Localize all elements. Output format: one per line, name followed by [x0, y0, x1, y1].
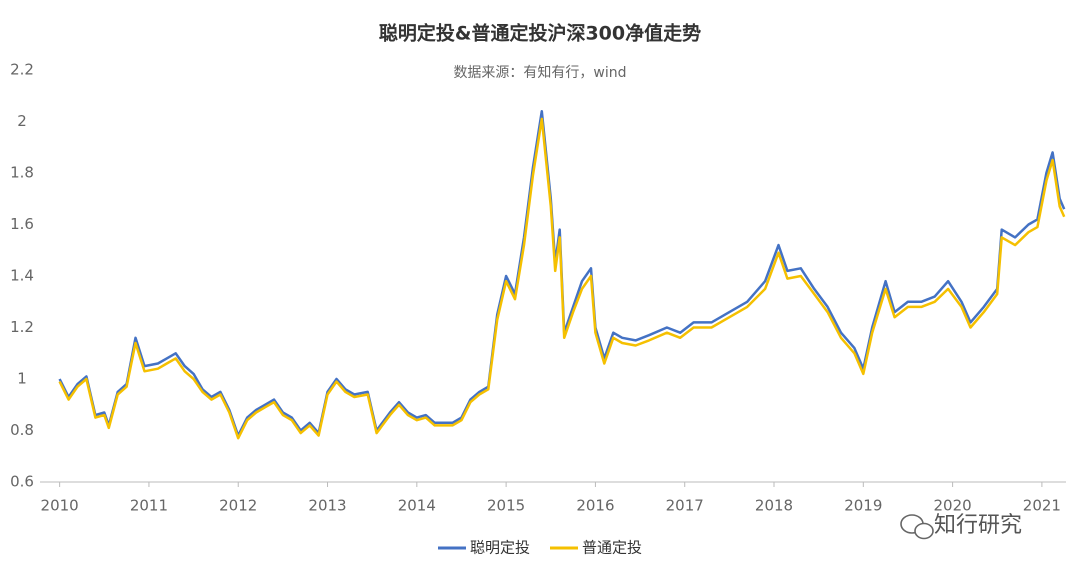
x-tick-label: 2014 [398, 497, 436, 515]
x-tick-label: 2021 [1023, 497, 1061, 515]
y-tick-label: 1 [17, 370, 27, 388]
chart-title: 聪明定投&普通定投沪深300净值走势 [379, 22, 701, 45]
y-tick-label: 1.6 [10, 215, 34, 233]
y-tick-label: 2 [17, 112, 27, 130]
x-tick-label: 2010 [41, 497, 79, 515]
x-tick-label: 2013 [308, 497, 346, 515]
x-tick-label: 2011 [130, 497, 168, 515]
x-tick-label: 2018 [755, 497, 793, 515]
y-tick-label: 0.6 [10, 473, 34, 491]
legend-label: 普通定投 [582, 539, 642, 557]
y-tick-label: 1.4 [10, 267, 34, 285]
x-tick-label: 2015 [487, 497, 525, 515]
y-tick-label: 2.2 [10, 61, 34, 79]
x-tick-label: 2012 [219, 497, 257, 515]
y-tick-label: 1.8 [10, 164, 34, 182]
y-tick-label: 1.2 [10, 318, 34, 336]
x-tick-label: 2020 [934, 497, 972, 515]
x-tick-label: 2016 [576, 497, 614, 515]
x-tick-label: 2019 [844, 497, 882, 515]
watermark: 知行研究 [934, 513, 1022, 538]
series-line [58, 117, 1066, 440]
legend-label: 聪明定投 [470, 539, 530, 557]
chart-subtitle: 数据来源：有知有行，wind [453, 64, 626, 81]
watermark-icon [900, 514, 934, 540]
x-tick-label: 2017 [666, 497, 704, 515]
y-tick-label: 0.8 [10, 421, 34, 439]
